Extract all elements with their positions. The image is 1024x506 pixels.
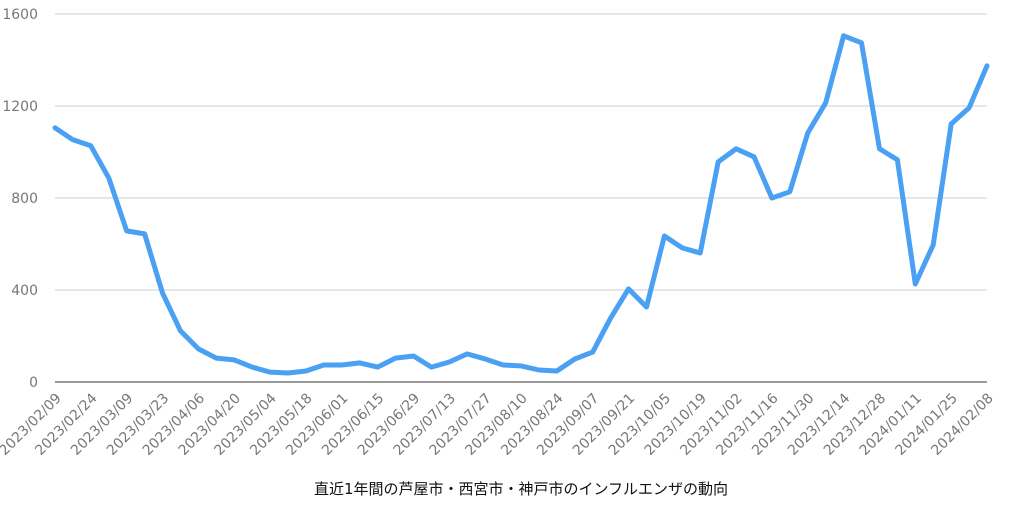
y-tick-label: 400 [11, 283, 38, 299]
y-tick-label: 800 [11, 191, 38, 207]
chart-title: 直近1年間の芦屋市・西宮市・神戸市のインフルエンザの動向 [314, 480, 728, 498]
y-tick-label: 1600 [2, 7, 38, 23]
y-tick-label: 0 [29, 375, 38, 391]
data-line [52, 33, 990, 376]
y-tick-label: 1200 [2, 99, 38, 115]
